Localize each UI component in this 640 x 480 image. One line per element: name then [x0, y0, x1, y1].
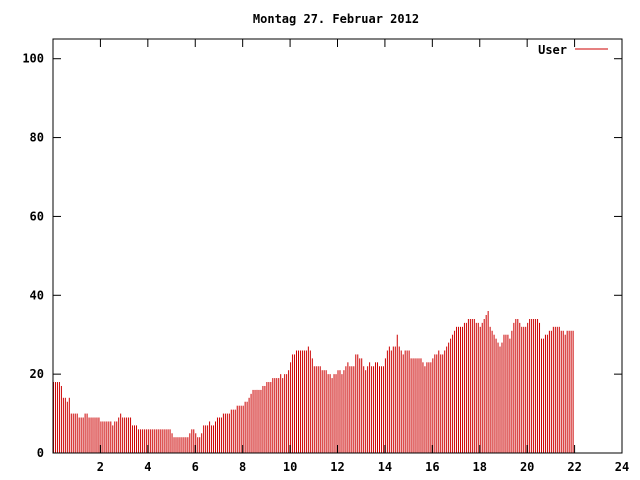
x-tick-label: 4: [144, 460, 151, 474]
y-tick-label: 80: [30, 131, 44, 145]
y-tick-label: 0: [37, 446, 44, 460]
y-tick-label: 100: [22, 52, 44, 66]
x-tick-label: 24: [615, 460, 629, 474]
legend-label: User: [538, 43, 567, 57]
x-tick-label: 18: [473, 460, 487, 474]
x-tick-label: 12: [330, 460, 344, 474]
x-tick-label: 16: [425, 460, 439, 474]
x-tick-label: 2: [97, 460, 104, 474]
y-tick-label: 40: [30, 288, 44, 302]
x-tick-label: 10: [283, 460, 297, 474]
y-tick-label: 60: [30, 209, 44, 223]
x-tick-label: 6: [192, 460, 199, 474]
y-tick-label: 20: [30, 367, 44, 381]
legend: User: [538, 43, 608, 57]
x-tick-label: 8: [239, 460, 246, 474]
x-tick-label: 14: [378, 460, 392, 474]
chart-title: Montag 27. Februar 2012: [253, 12, 419, 26]
x-tick-label: 22: [567, 460, 581, 474]
bars-group: [53, 311, 574, 453]
x-tick-label: 20: [520, 460, 534, 474]
